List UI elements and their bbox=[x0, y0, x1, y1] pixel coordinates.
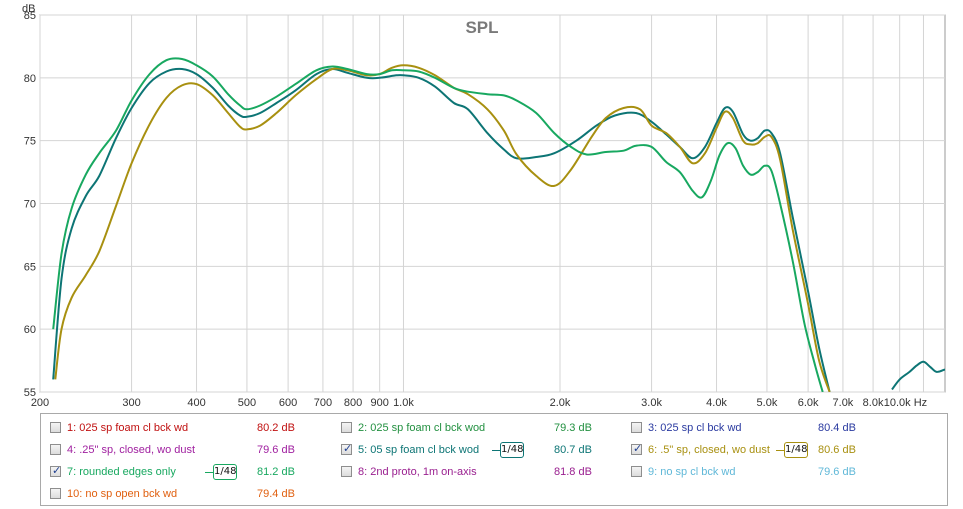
y-tick-label: 55 bbox=[24, 387, 36, 399]
series-line-s5-tail bbox=[891, 360, 945, 391]
legend-value: 80.7 dB bbox=[554, 444, 592, 456]
y-axis-label: dB bbox=[22, 3, 35, 15]
legend-label: 2: 025 sp foam cl bck wod bbox=[358, 422, 486, 434]
legend-value: 81.8 dB bbox=[554, 466, 592, 478]
legend-label: 10: no sp open bck wd bbox=[67, 488, 178, 500]
legend-label: 4: .25" sp, closed, wo dust bbox=[67, 444, 196, 456]
legend-value: 80.2 dB bbox=[257, 422, 295, 434]
smoothing-badge: 1/48 bbox=[500, 442, 524, 458]
series-line-s7 bbox=[52, 57, 824, 392]
checkbox[interactable] bbox=[50, 488, 61, 499]
legend-value: 79.3 dB bbox=[554, 422, 592, 434]
y-tick-label: 75 bbox=[24, 136, 36, 148]
checkbox[interactable]: ✓ bbox=[341, 442, 353, 455]
x-tick-label: 8.0k bbox=[863, 397, 884, 409]
series-lines bbox=[52, 57, 945, 392]
legend-label: 1: 025 sp foam cl bck wd bbox=[67, 422, 189, 434]
x-tick-label: 10.0k Hz bbox=[884, 397, 927, 409]
x-tick-label: 700 bbox=[314, 397, 332, 409]
x-tick-label: 600 bbox=[279, 397, 297, 409]
x-tick-label: 400 bbox=[187, 397, 205, 409]
smoothing-badge: 1/48 bbox=[784, 442, 808, 458]
x-tick-label: 300 bbox=[122, 397, 140, 409]
legend-value: 79.4 dB bbox=[257, 488, 295, 500]
chart-title: SPL bbox=[465, 18, 498, 37]
legend-value: 80.6 dB bbox=[818, 444, 856, 456]
legend-value: 80.4 dB bbox=[818, 422, 856, 434]
legend-label: 3: 025 sp cl bck wd bbox=[648, 422, 742, 434]
x-tick-label: 900 bbox=[370, 397, 388, 409]
series-line-s6 bbox=[54, 64, 831, 392]
x-tick-label: 500 bbox=[238, 397, 256, 409]
checkbox[interactable] bbox=[50, 444, 61, 455]
y-tick-label: 60 bbox=[24, 324, 36, 336]
y-tick-label: 80 bbox=[24, 73, 36, 85]
x-tick-label: 3.0k bbox=[641, 397, 662, 409]
legend-label: 9: no sp cl bck wd bbox=[648, 466, 736, 478]
checkbox[interactable] bbox=[631, 466, 642, 477]
x-tick-label: 7.0k bbox=[833, 397, 854, 409]
checkbox[interactable] bbox=[631, 422, 642, 433]
legend-label: 8: 2nd proto, 1m on-axis bbox=[358, 466, 477, 478]
legend-label: 5: 05 sp foam cl bck wod bbox=[358, 444, 480, 456]
x-tick-label: 800 bbox=[344, 397, 362, 409]
x-tick-label: 6.0k bbox=[798, 397, 819, 409]
checkbox[interactable] bbox=[341, 466, 352, 477]
legend-value: 79.6 dB bbox=[257, 444, 295, 456]
x-tick-label: 5.0k bbox=[757, 397, 778, 409]
x-tick-label: 4.0k bbox=[706, 397, 727, 409]
x-tick-label: 1.0k bbox=[393, 397, 414, 409]
checkbox[interactable] bbox=[341, 422, 352, 433]
legend-panel: 1: 025 sp foam cl bck wd 80.2 dB 2: 025 … bbox=[40, 413, 948, 506]
series-line-s5 bbox=[52, 67, 831, 392]
x-axis-ticks: 200 300 400 500 600 700 800 900 1.0k 2.0k 3.0k 4.0k… bbox=[31, 397, 927, 409]
y-tick-label: 65 bbox=[24, 261, 36, 273]
checkbox[interactable] bbox=[50, 422, 61, 433]
y-tick-label: 85 bbox=[24, 10, 36, 22]
grid bbox=[39, 14, 945, 393]
legend-value: 81.2 dB bbox=[257, 466, 295, 478]
legend-value: 79.6 dB bbox=[818, 466, 856, 478]
legend-label: 6: .5" sp, closed, wo dust bbox=[648, 444, 770, 456]
x-tick-label: 200 bbox=[31, 397, 49, 409]
checkbox[interactable]: ✓ bbox=[50, 464, 62, 477]
checkbox[interactable]: ✓ bbox=[631, 442, 643, 455]
legend-label: 7: rounded edges only bbox=[67, 466, 176, 478]
spl-chart: 200 300 400 500 600 700 800 900 1.0k 2.0k 3.0k 4.0k… bbox=[22, 3, 946, 409]
x-tick-label: 2.0k bbox=[550, 397, 571, 409]
smoothing-badge: 1/48 bbox=[213, 464, 237, 480]
y-axis-ticks: 55 60 65 70 75 80 85 bbox=[24, 10, 36, 399]
y-tick-label: 70 bbox=[24, 199, 36, 211]
